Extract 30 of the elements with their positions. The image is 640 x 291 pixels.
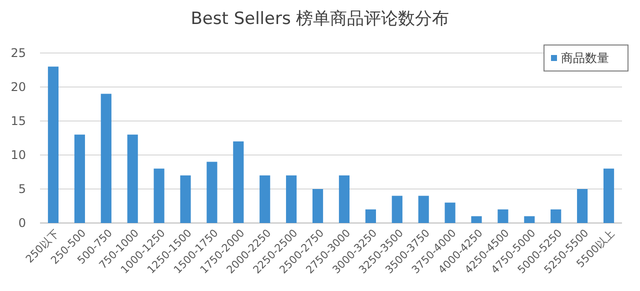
bar [550,209,562,223]
bar [471,216,482,223]
bar [74,134,85,223]
bar [392,196,402,223]
bar [418,196,429,223]
bar [154,168,164,223]
y-tick-label: 10 [10,148,26,162]
chart-title: Best Sellers 榜单商品评论数分布 [190,9,450,29]
bar [233,141,244,223]
bar [524,216,535,223]
bar [312,189,324,223]
bar [365,209,376,223]
y-tick-label: 20 [10,80,26,94]
y-tick-label: 0 [18,216,26,230]
bar [206,162,218,223]
bar [260,175,270,223]
y-tick-label: 25 [10,46,26,60]
bar [100,94,112,223]
bar [498,209,508,223]
bar [338,175,350,223]
bar [603,168,614,223]
bar [127,134,138,223]
bar [48,66,59,223]
y-tick-label: 15 [10,114,26,128]
bar [180,175,191,223]
bar [286,175,297,223]
bar [444,202,456,223]
legend-label: 商品数量 [561,51,609,66]
bar [577,189,588,223]
y-tick-label: 5 [18,182,26,196]
